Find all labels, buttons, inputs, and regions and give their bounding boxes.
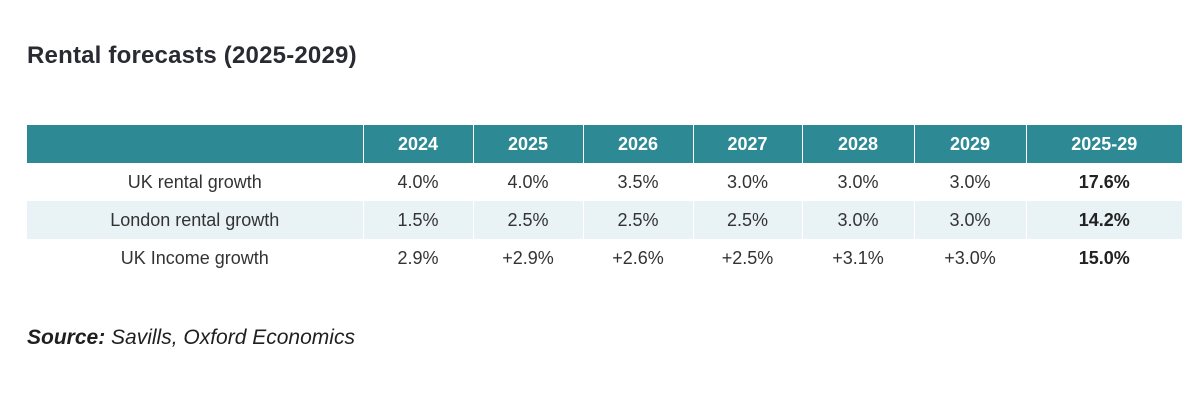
header-cell-2029: 2029 <box>913 125 1026 163</box>
table-cell: +2.6% <box>582 239 693 277</box>
table-cell: +2.5% <box>692 239 802 277</box>
row-label: London rental growth <box>110 209 280 230</box>
table-cell: 3.5% <box>582 163 693 201</box>
table-row: UK Income growth 2.9% +2.9% +2.6% +2.5% … <box>27 239 1182 277</box>
header-cell-2027: 2027 <box>692 125 802 163</box>
header-cell-2026: 2026 <box>582 125 693 163</box>
table-row: London rental growth 1.5% 2.5% 2.5% 2.5%… <box>27 201 1182 239</box>
source-label: Source: <box>27 326 106 349</box>
source-note: Source: Savills, Oxford Economics <box>27 326 355 350</box>
table-cell: 2.5% <box>692 201 802 239</box>
header-cell-2024: 2024 <box>362 125 473 163</box>
total-cell: 14.2% <box>1025 201 1182 239</box>
table-cell: 4.0% <box>362 163 473 201</box>
table-row: UK rental growth 4.0% 4.0% 3.5% 3.0% 3.0… <box>27 163 1182 201</box>
row-label: UK rental growth <box>127 171 262 192</box>
table-cell: 3.0% <box>801 201 914 239</box>
table-cell: 3.0% <box>913 201 1026 239</box>
table-header-row: 2024 2025 2026 2027 2028 2029 2025-29 <box>27 125 1182 163</box>
page-title: Rental forecasts (2025-2029) <box>27 42 357 69</box>
table-cell: 3.0% <box>692 163 802 201</box>
table-cell: 2.5% <box>472 201 583 239</box>
total-cell: 17.6% <box>1025 163 1182 201</box>
header-cell-2025-29: 2025-29 <box>1025 125 1182 163</box>
header-cell-2028: 2028 <box>801 125 914 163</box>
header-cell-2025: 2025 <box>472 125 583 163</box>
row-label: UK Income growth <box>120 247 269 268</box>
table-cell: 3.0% <box>801 163 914 201</box>
rental-forecast-table: 2024 2025 2026 2027 2028 2029 2025-29 UK… <box>27 125 1182 277</box>
table-cell: 4.0% <box>472 163 583 201</box>
table-cell: 2.9% <box>362 239 473 277</box>
table-cell: +3.0% <box>913 239 1026 277</box>
table-cell: 1.5% <box>362 201 473 239</box>
header-cell-label <box>27 125 363 163</box>
table-cell: +3.1% <box>801 239 914 277</box>
table-cell: 2.5% <box>582 201 693 239</box>
table-cell: +2.9% <box>472 239 583 277</box>
total-cell: 15.0% <box>1025 239 1182 277</box>
source-text: Savills, Oxford Economics <box>111 326 355 349</box>
table-cell: 3.0% <box>913 163 1026 201</box>
